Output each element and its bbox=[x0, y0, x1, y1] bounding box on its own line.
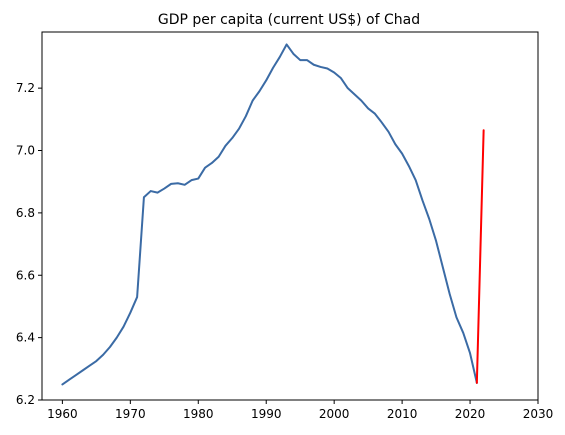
plot-area bbox=[61, 43, 485, 386]
axes-frame bbox=[41, 31, 539, 401]
x-tick-label: 1990 bbox=[251, 407, 282, 421]
data-point bbox=[116, 337, 118, 339]
data-point bbox=[184, 184, 186, 186]
data-point bbox=[387, 131, 390, 133]
data-point bbox=[469, 352, 471, 354]
chart-title: GDP per capita (current US$) of Chad bbox=[158, 12, 420, 28]
y-tick-label: 7.0 bbox=[16, 144, 35, 158]
data-point bbox=[340, 77, 342, 79]
data-point bbox=[286, 43, 288, 46]
x-tick-label: 2030 bbox=[523, 407, 554, 421]
data-point bbox=[204, 167, 206, 169]
data-point bbox=[224, 145, 227, 147]
data-point bbox=[136, 296, 138, 298]
data-point bbox=[319, 66, 322, 68]
data-point bbox=[367, 107, 369, 110]
data-point bbox=[150, 190, 152, 192]
data-point bbox=[258, 90, 261, 92]
data-point bbox=[279, 56, 281, 58]
data-point bbox=[462, 332, 464, 334]
data-point bbox=[455, 316, 458, 318]
data-point bbox=[401, 153, 403, 155]
data-point bbox=[374, 113, 376, 115]
data-point bbox=[326, 67, 328, 70]
x-tick-label: 1970 bbox=[115, 407, 146, 421]
data-point bbox=[421, 199, 424, 202]
x-tick-label: 2010 bbox=[387, 407, 418, 421]
x-tick-label: 2020 bbox=[455, 407, 486, 421]
data-point bbox=[68, 379, 70, 381]
data-point bbox=[218, 156, 220, 158]
series-line-1 bbox=[475, 129, 485, 384]
data-point bbox=[252, 100, 254, 102]
x-tick-label: 1960 bbox=[47, 407, 78, 421]
data-point bbox=[102, 354, 104, 356]
y-tick-label: 7.2 bbox=[16, 81, 35, 95]
data-point bbox=[211, 162, 213, 164]
y-axis: 6.2 6.4 6.6 6.8 7.0 7.2 bbox=[16, 81, 42, 407]
data-point bbox=[88, 365, 91, 367]
data-point bbox=[170, 183, 172, 185]
data-point bbox=[306, 59, 308, 61]
data-point bbox=[265, 79, 267, 81]
data-point bbox=[394, 143, 396, 145]
data-point bbox=[156, 192, 159, 194]
data-point bbox=[190, 179, 193, 181]
data-point bbox=[347, 87, 349, 89]
data-point bbox=[408, 165, 410, 167]
data-point bbox=[245, 115, 247, 117]
data-point bbox=[415, 179, 417, 181]
y-tick-label: 6.6 bbox=[16, 268, 35, 282]
data-point bbox=[272, 67, 274, 69]
data-point bbox=[360, 100, 362, 102]
data-point bbox=[299, 59, 301, 61]
data-point bbox=[476, 382, 478, 384]
y-tick-label: 6.2 bbox=[16, 393, 35, 407]
data-point bbox=[428, 218, 430, 220]
data-point bbox=[333, 71, 335, 74]
data-point bbox=[177, 182, 179, 184]
data-point bbox=[95, 360, 97, 362]
data-point bbox=[197, 177, 199, 180]
data-point bbox=[483, 129, 485, 131]
y-tick-label: 6.4 bbox=[16, 331, 35, 345]
data-point bbox=[61, 383, 63, 386]
x-tick-label: 1980 bbox=[183, 407, 214, 421]
data-point bbox=[82, 369, 84, 371]
data-point bbox=[109, 346, 111, 348]
y-tick-label: 6.8 bbox=[16, 206, 35, 220]
data-point bbox=[313, 64, 315, 66]
data-point bbox=[75, 374, 77, 376]
x-axis: 1960 1970 1980 1990 2000 2010 2020 2030 bbox=[47, 400, 553, 421]
data-point bbox=[449, 293, 451, 295]
data-point bbox=[163, 187, 165, 190]
data-point bbox=[442, 266, 444, 269]
data-point bbox=[353, 93, 356, 95]
x-tick-label: 2000 bbox=[319, 407, 350, 421]
data-point bbox=[231, 137, 233, 139]
data-point bbox=[129, 312, 131, 314]
data-point bbox=[122, 326, 125, 328]
data-point bbox=[238, 128, 240, 130]
data-point bbox=[381, 121, 383, 124]
series-line-0 bbox=[61, 43, 478, 386]
data-point bbox=[435, 240, 437, 242]
data-point bbox=[143, 196, 145, 198]
data-point bbox=[292, 53, 294, 55]
